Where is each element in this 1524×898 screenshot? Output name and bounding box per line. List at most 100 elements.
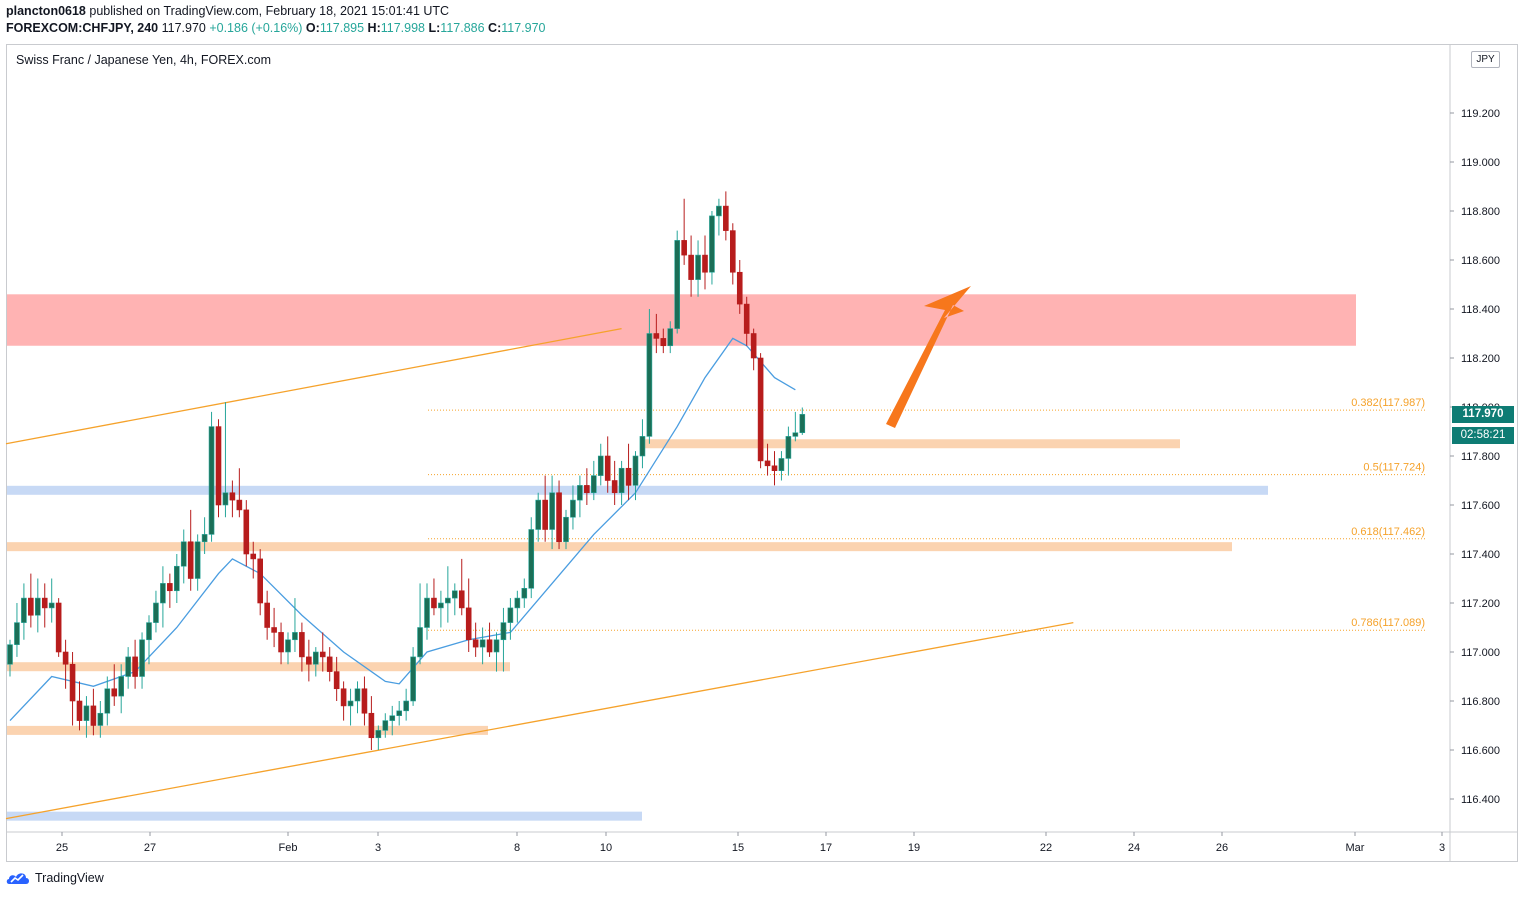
candle-body — [222, 492, 229, 506]
candle-body — [368, 712, 375, 739]
trendline — [5, 327, 622, 445]
candle-body — [319, 651, 326, 658]
candle-body — [83, 705, 90, 721]
candle-body — [785, 436, 792, 459]
fib-level-label: 0.382(117.987) — [1351, 397, 1425, 409]
candle-body — [69, 663, 76, 702]
candle-body — [396, 710, 403, 716]
trendline — [5, 621, 1074, 820]
candle-body — [507, 607, 514, 623]
close-value: 117.970 — [501, 21, 546, 35]
candle-body — [729, 230, 736, 273]
candle-body — [299, 632, 305, 658]
candle-body — [458, 590, 465, 609]
time-tick-label: 25 — [56, 842, 68, 854]
candle-body — [563, 516, 569, 543]
candle-body — [153, 602, 159, 623]
candle-body — [597, 455, 604, 476]
price-tick-label: 116.600 — [1461, 745, 1500, 757]
published-text: published on TradingView.com, February 1… — [85, 4, 450, 18]
price-tick-label: 118.800 — [1461, 206, 1500, 218]
candle-body — [375, 730, 382, 739]
candle-body — [778, 458, 785, 472]
candle-body — [577, 485, 583, 501]
candle-body — [62, 651, 69, 665]
time-tick-label: 17 — [820, 842, 832, 854]
support-zone — [7, 662, 510, 672]
candle-body — [201, 534, 208, 543]
candle-body — [90, 705, 97, 726]
open-label: O: — [302, 21, 320, 35]
support-zone — [7, 725, 488, 735]
candle-body — [146, 622, 152, 641]
chart-frame[interactable] — [6, 44, 1518, 862]
currency-badge[interactable]: JPY — [1471, 51, 1500, 68]
candle-body — [264, 602, 270, 628]
price-tick-label: 118.600 — [1461, 255, 1500, 267]
candle-body — [194, 541, 201, 579]
candle-body — [493, 639, 500, 653]
candle-body — [479, 639, 486, 648]
candle-body — [97, 712, 104, 726]
candle-body — [403, 700, 409, 712]
candle-body — [723, 205, 729, 231]
high-value: 117.998 — [380, 21, 426, 35]
candle-body — [257, 558, 264, 604]
candle-body — [709, 215, 715, 273]
fib-level-label: 0.618(117.462) — [1351, 526, 1425, 538]
bullish-arrow-icon — [886, 286, 971, 428]
price-tick-label: 117.000 — [1461, 647, 1500, 659]
candle-body — [695, 254, 701, 280]
publish-line: plancton0618 published on TradingView.co… — [6, 3, 546, 20]
candle-body — [7, 644, 13, 665]
candle-body — [556, 492, 562, 543]
candle-body — [764, 460, 771, 467]
candle-body — [702, 254, 708, 273]
countdown-tag: 02:58:21 — [1452, 427, 1514, 444]
resistance-zone — [7, 294, 1356, 346]
candle-body — [528, 529, 535, 589]
candle-body — [167, 583, 173, 592]
candle-body — [660, 338, 667, 347]
candle-body — [521, 587, 528, 599]
candle-body — [681, 240, 687, 256]
candle-body — [208, 426, 215, 535]
candle-body — [618, 467, 625, 494]
candle-body — [736, 271, 743, 305]
candle-body — [716, 205, 722, 217]
candle-body — [180, 541, 187, 567]
support-zone — [7, 811, 642, 821]
candle-body — [653, 333, 660, 339]
candle-body — [604, 455, 611, 481]
candle-body — [306, 656, 312, 665]
price-tick-label: 116.800 — [1461, 696, 1500, 708]
price-tick-label: 117.600 — [1461, 500, 1500, 512]
time-tick-label: 27 — [144, 842, 156, 854]
publisher-username[interactable]: plancton0618 — [6, 4, 86, 18]
support-zone — [642, 439, 1180, 449]
price-tick-label: 118.400 — [1461, 304, 1500, 316]
candle-body — [549, 492, 555, 530]
candle-body — [271, 627, 277, 633]
candle-body — [514, 597, 521, 609]
candle-body — [667, 328, 674, 347]
candle-body — [389, 715, 396, 721]
candle-body — [48, 602, 55, 609]
candle-body — [139, 639, 145, 677]
candle-body — [125, 656, 131, 677]
candle-body — [590, 475, 597, 494]
candle-body — [486, 639, 493, 653]
tradingview-logo[interactable]: TradingView — [6, 871, 104, 885]
candle-body — [187, 541, 194, 579]
candle-body — [285, 639, 291, 653]
candle-body — [333, 671, 340, 690]
candle-body — [354, 688, 361, 702]
candle-body — [625, 467, 632, 486]
candle-body — [104, 688, 111, 714]
candle-body — [132, 656, 138, 677]
candle-body — [639, 436, 646, 457]
low-value: 117.886 — [440, 21, 485, 35]
candle-body — [542, 499, 548, 530]
candle-body — [55, 602, 62, 653]
